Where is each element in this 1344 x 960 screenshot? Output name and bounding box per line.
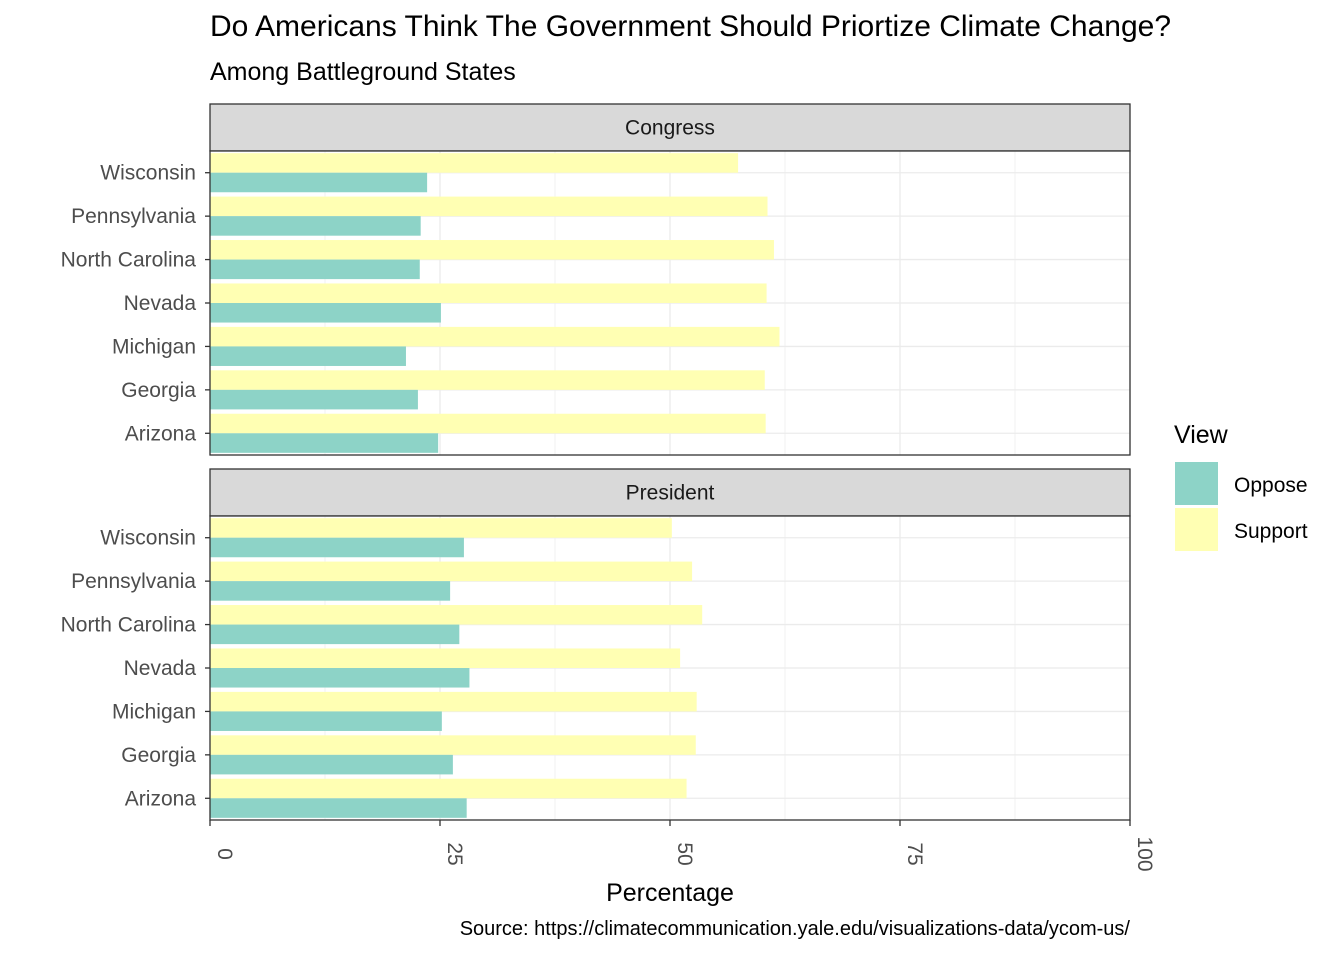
x-axis-title: Percentage <box>606 879 734 907</box>
bar-oppose <box>210 216 421 236</box>
chart-source-caption: Source: https://climatecommunication.yal… <box>459 918 1130 940</box>
facet-panel-president: President Wisconsin Pennsylvania North Caro… <box>61 468 1131 821</box>
bar-oppose <box>210 754 453 775</box>
bar-oppose <box>210 711 442 731</box>
y-tick-label: North Carolina <box>61 614 197 637</box>
bar-support <box>210 326 780 347</box>
bar-support <box>210 370 765 390</box>
bar-support <box>210 561 693 582</box>
bar-support <box>210 605 703 625</box>
y-tick-label: Pennsylvania <box>71 205 196 228</box>
bar-support <box>210 518 672 538</box>
bar-oppose <box>210 346 406 366</box>
legend: View Oppose Support <box>1174 421 1308 551</box>
x-tick-label: 75 <box>903 842 926 865</box>
y-tick-label: Nevada <box>124 292 197 315</box>
y-tick-label: Michigan <box>112 700 196 723</box>
x-tick-label: 25 <box>443 842 466 865</box>
y-tick-label: Wisconsin <box>100 162 196 185</box>
legend-label-oppose: Oppose <box>1234 474 1308 497</box>
bar-support <box>210 735 696 755</box>
x-tick-label: 50 <box>673 842 696 865</box>
y-tick-label: North Carolina <box>61 249 197 272</box>
legend-title: View <box>1174 421 1229 449</box>
y-tick-label: Arizona <box>125 422 197 445</box>
bar-oppose <box>210 172 428 193</box>
bar-support <box>210 153 739 173</box>
facet-strip <box>209 468 1131 517</box>
bar-oppose <box>210 581 451 601</box>
bar-oppose <box>210 433 439 453</box>
y-tick-label: Wisconsin <box>100 527 196 550</box>
bar-support <box>210 196 768 217</box>
y-tick-label: Georgia <box>121 744 196 767</box>
bar-oppose <box>210 537 464 558</box>
bar-oppose <box>210 389 418 410</box>
x-tick-label: 100 <box>1133 836 1156 871</box>
y-tick-label: Pennsylvania <box>71 570 196 593</box>
bar-support <box>210 413 766 434</box>
chart-title: Do Americans Think The Government Should… <box>210 10 1172 43</box>
bar-support <box>210 648 681 668</box>
y-tick-label: Georgia <box>121 379 196 402</box>
bar-support <box>210 283 767 303</box>
legend-key-oppose <box>1175 462 1218 505</box>
bar-support <box>210 778 687 799</box>
y-tick-label: Michigan <box>112 335 196 358</box>
x-tick-label: 0 <box>213 848 236 860</box>
panel-border <box>209 150 1131 456</box>
y-tick-label: Nevada <box>124 657 197 680</box>
facet-panel-congress: Congress Wisconsin Pennsylvania North Carol… <box>61 103 1131 456</box>
bar-oppose <box>210 798 467 818</box>
chart-subtitle: Among Battleground States <box>210 58 516 86</box>
bar-support <box>210 691 697 712</box>
y-tick-label: Arizona <box>125 787 197 810</box>
legend-label-support: Support <box>1234 520 1308 543</box>
bar-oppose <box>210 259 420 280</box>
bar-oppose <box>210 303 441 323</box>
bar-oppose <box>210 668 470 688</box>
facet-strip-label: President <box>626 482 715 505</box>
facet-strip-label: Congress <box>625 117 715 140</box>
legend-key-support <box>1175 508 1218 551</box>
bar-oppose <box>210 624 460 645</box>
bar-support <box>210 240 774 260</box>
